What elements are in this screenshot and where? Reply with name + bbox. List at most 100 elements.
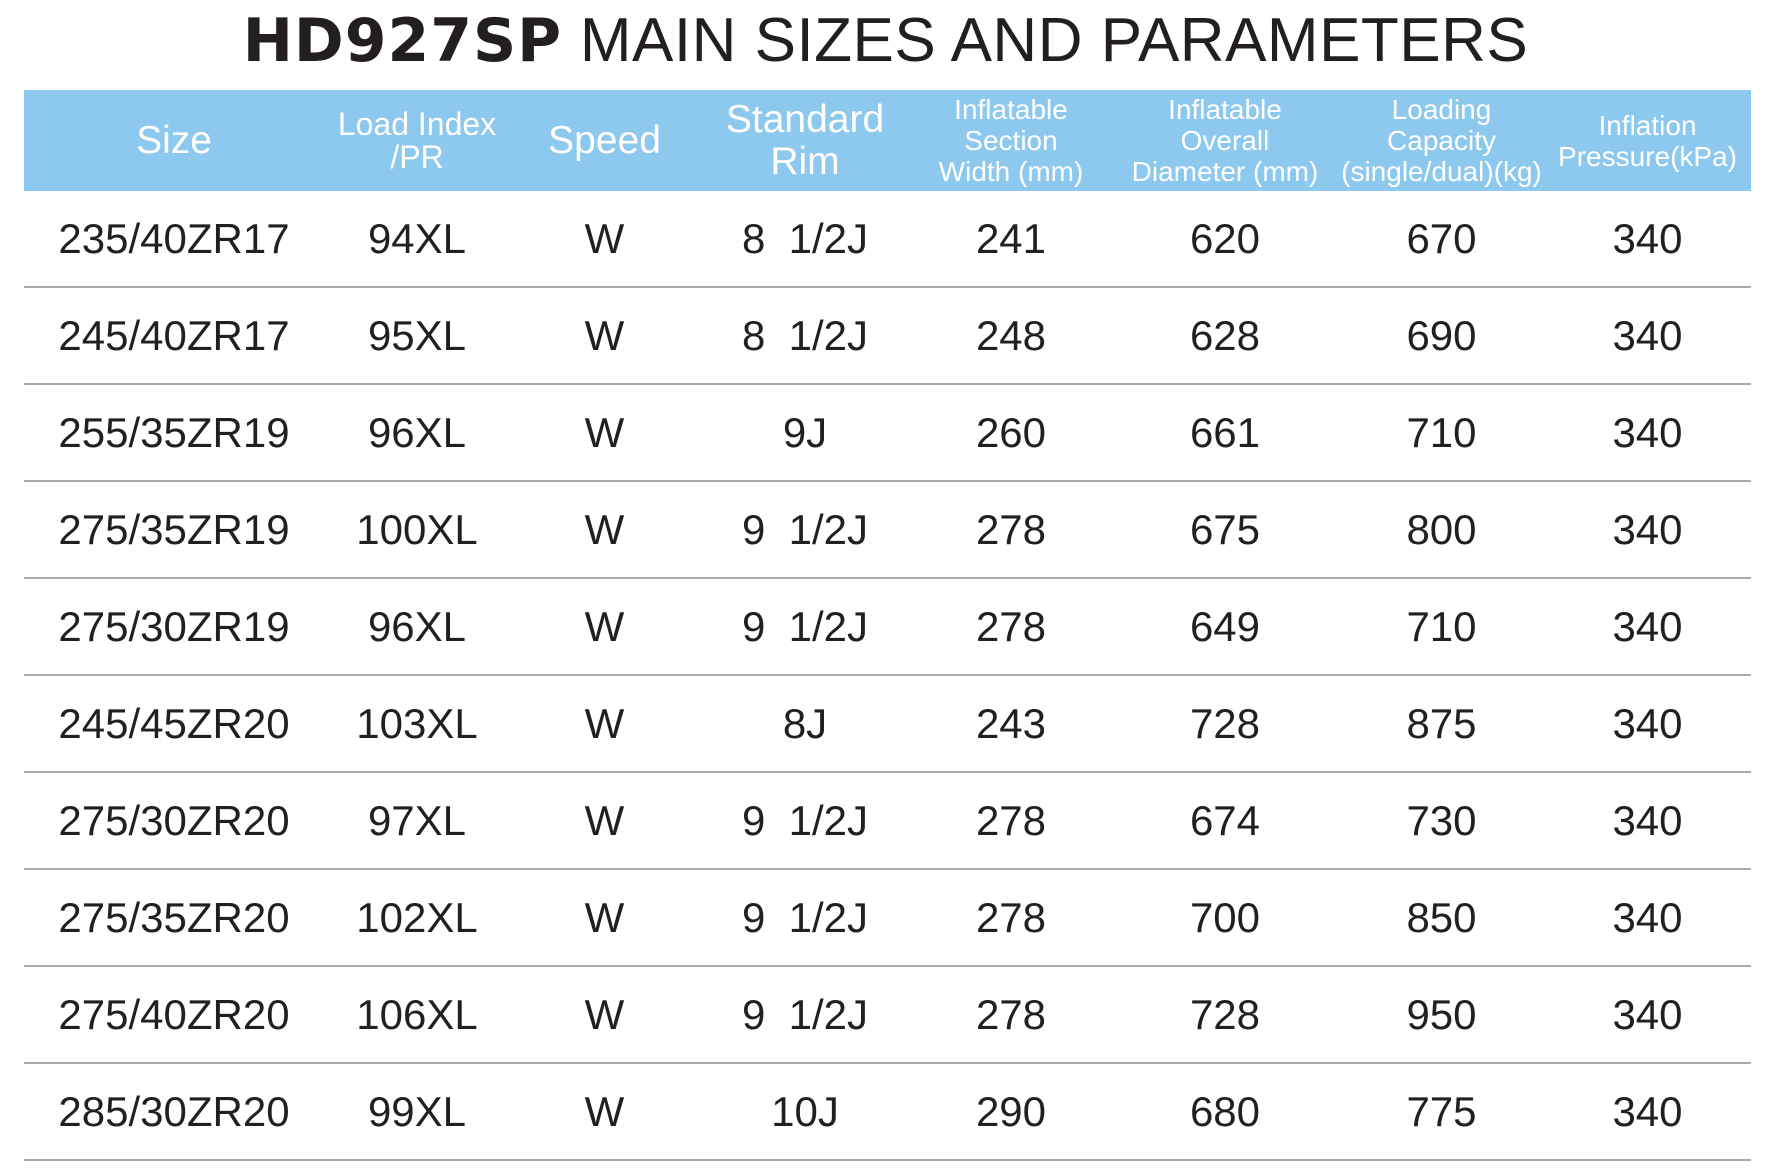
cell-inflation-pressure: 340	[1544, 675, 1751, 773]
cell-speed: W	[510, 966, 699, 1064]
table-row: 255/35ZR19 96XL W 9J 260 661 710 340	[24, 384, 1751, 482]
table-row: 245/40ZR17 95XL W 8 1/2J 248 628 690 340	[24, 287, 1751, 385]
table-row: 275/35ZR19 100XL W 9 1/2J 278 675 800 340	[24, 481, 1751, 579]
cell-load-index: 97XL	[324, 772, 510, 870]
cell-loading-capacity: 800	[1339, 481, 1544, 579]
cell-speed: W	[510, 481, 699, 579]
cell-overall-diameter: 661	[1111, 384, 1339, 482]
table-row: 275/40ZR20 106XL W 9 1/2J 278 728 950 340	[24, 966, 1751, 1064]
cell-inflation-pressure: 340	[1544, 772, 1751, 870]
cell-speed: W	[510, 287, 699, 385]
header-section-width: Inflatable Section Width (mm)	[911, 90, 1111, 191]
cell-section-width: 260	[911, 384, 1111, 482]
cell-speed: W	[510, 869, 699, 967]
table-row: 235/40ZR17 94XL W 8 1/2J 241 620 670 340	[24, 191, 1751, 288]
cell-size: 275/30ZR19	[24, 578, 324, 676]
cell-loading-capacity: 950	[1339, 966, 1544, 1064]
cell-loading-capacity: 775	[1339, 1063, 1544, 1161]
cell-standard-rim: 9 1/2J	[699, 869, 911, 967]
header-size: Size	[24, 90, 324, 191]
cell-loading-capacity: 875	[1339, 675, 1544, 773]
cell-loading-capacity: 710	[1339, 578, 1544, 676]
header-speed: Speed	[510, 90, 699, 191]
model-name: HD927SP	[242, 6, 563, 76]
header-loading-capacity: Loading Capacity (single/dual)(kg)	[1339, 90, 1544, 191]
cell-section-width: 243	[911, 675, 1111, 773]
cell-standard-rim: 8J	[699, 675, 911, 773]
cell-section-width: 278	[911, 772, 1111, 870]
spec-table: Size Load Index /PR Speed Standard Rim I…	[24, 90, 1751, 1161]
cell-inflation-pressure: 340	[1544, 1063, 1751, 1161]
cell-standard-rim: 9 1/2J	[699, 772, 911, 870]
cell-load-index: 106XL	[324, 966, 510, 1064]
cell-inflation-pressure: 340	[1544, 384, 1751, 482]
header-standard-rim: Standard Rim	[699, 90, 911, 191]
cell-size: 235/40ZR17	[24, 191, 324, 288]
page-title: HD927SP MAIN SIZES AND PARAMETERS	[0, 6, 1771, 76]
cell-speed: W	[510, 578, 699, 676]
header-load-index: Load Index /PR	[324, 90, 510, 191]
cell-size: 275/35ZR19	[24, 481, 324, 579]
cell-load-index: 102XL	[324, 869, 510, 967]
cell-overall-diameter: 628	[1111, 287, 1339, 385]
cell-standard-rim: 9 1/2J	[699, 966, 911, 1064]
cell-load-index: 95XL	[324, 287, 510, 385]
cell-speed: W	[510, 772, 699, 870]
cell-overall-diameter: 728	[1111, 966, 1339, 1064]
cell-size: 245/45ZR20	[24, 675, 324, 773]
table-body: 235/40ZR17 94XL W 8 1/2J 241 620 670 340 245/40Z…	[24, 191, 1751, 1161]
cell-overall-diameter: 680	[1111, 1063, 1339, 1161]
table-row: 275/30ZR20 97XL W 9 1/2J 278 674 730 340	[24, 772, 1751, 870]
header-row: Size Load Index /PR Speed Standard Rim I…	[24, 90, 1751, 191]
cell-speed: W	[510, 384, 699, 482]
cell-standard-rim: 9 1/2J	[699, 578, 911, 676]
cell-inflation-pressure: 340	[1544, 287, 1751, 385]
cell-loading-capacity: 730	[1339, 772, 1544, 870]
cell-load-index: 96XL	[324, 384, 510, 482]
cell-overall-diameter: 700	[1111, 869, 1339, 967]
cell-size: 275/35ZR20	[24, 869, 324, 967]
cell-section-width: 278	[911, 481, 1111, 579]
cell-overall-diameter: 675	[1111, 481, 1339, 579]
cell-speed: W	[510, 675, 699, 773]
cell-speed: W	[510, 1063, 699, 1161]
table-row: 275/30ZR19 96XL W 9 1/2J 278 649 710 340	[24, 578, 1751, 676]
cell-overall-diameter: 728	[1111, 675, 1339, 773]
cell-size: 275/40ZR20	[24, 966, 324, 1064]
cell-section-width: 278	[911, 966, 1111, 1064]
cell-inflation-pressure: 340	[1544, 481, 1751, 579]
cell-inflation-pressure: 340	[1544, 578, 1751, 676]
cell-section-width: 278	[911, 869, 1111, 967]
cell-load-index: 96XL	[324, 578, 510, 676]
cell-section-width: 241	[911, 191, 1111, 288]
header-overall-diameter: Inflatable Overall Diameter (mm)	[1111, 90, 1339, 191]
cell-overall-diameter: 674	[1111, 772, 1339, 870]
cell-standard-rim: 8 1/2J	[699, 287, 911, 385]
cell-inflation-pressure: 340	[1544, 966, 1751, 1064]
cell-load-index: 99XL	[324, 1063, 510, 1161]
cell-overall-diameter: 620	[1111, 191, 1339, 288]
cell-size: 285/30ZR20	[24, 1063, 324, 1161]
cell-load-index: 103XL	[324, 675, 510, 773]
title-text: MAIN SIZES AND PARAMETERS	[562, 6, 1529, 75]
table-row: 285/30ZR20 99XL W 10J 290 680 775 340	[24, 1063, 1751, 1161]
cell-load-index: 100XL	[324, 481, 510, 579]
cell-inflation-pressure: 340	[1544, 191, 1751, 288]
cell-section-width: 278	[911, 578, 1111, 676]
cell-standard-rim: 9J	[699, 384, 911, 482]
cell-inflation-pressure: 340	[1544, 869, 1751, 967]
cell-loading-capacity: 850	[1339, 869, 1544, 967]
cell-size: 255/35ZR19	[24, 384, 324, 482]
cell-size: 245/40ZR17	[24, 287, 324, 385]
header-inflation-pressure: Inflation Pressure(kPa)	[1544, 90, 1751, 191]
table-row: 245/45ZR20 103XL W 8J 243 728 875 340	[24, 675, 1751, 773]
cell-load-index: 94XL	[324, 191, 510, 288]
cell-standard-rim: 10J	[699, 1063, 911, 1161]
cell-loading-capacity: 710	[1339, 384, 1544, 482]
cell-speed: W	[510, 191, 699, 288]
cell-standard-rim: 9 1/2J	[699, 481, 911, 579]
cell-standard-rim: 8 1/2J	[699, 191, 911, 288]
cell-size: 275/30ZR20	[24, 772, 324, 870]
cell-loading-capacity: 670	[1339, 191, 1544, 288]
cell-loading-capacity: 690	[1339, 287, 1544, 385]
